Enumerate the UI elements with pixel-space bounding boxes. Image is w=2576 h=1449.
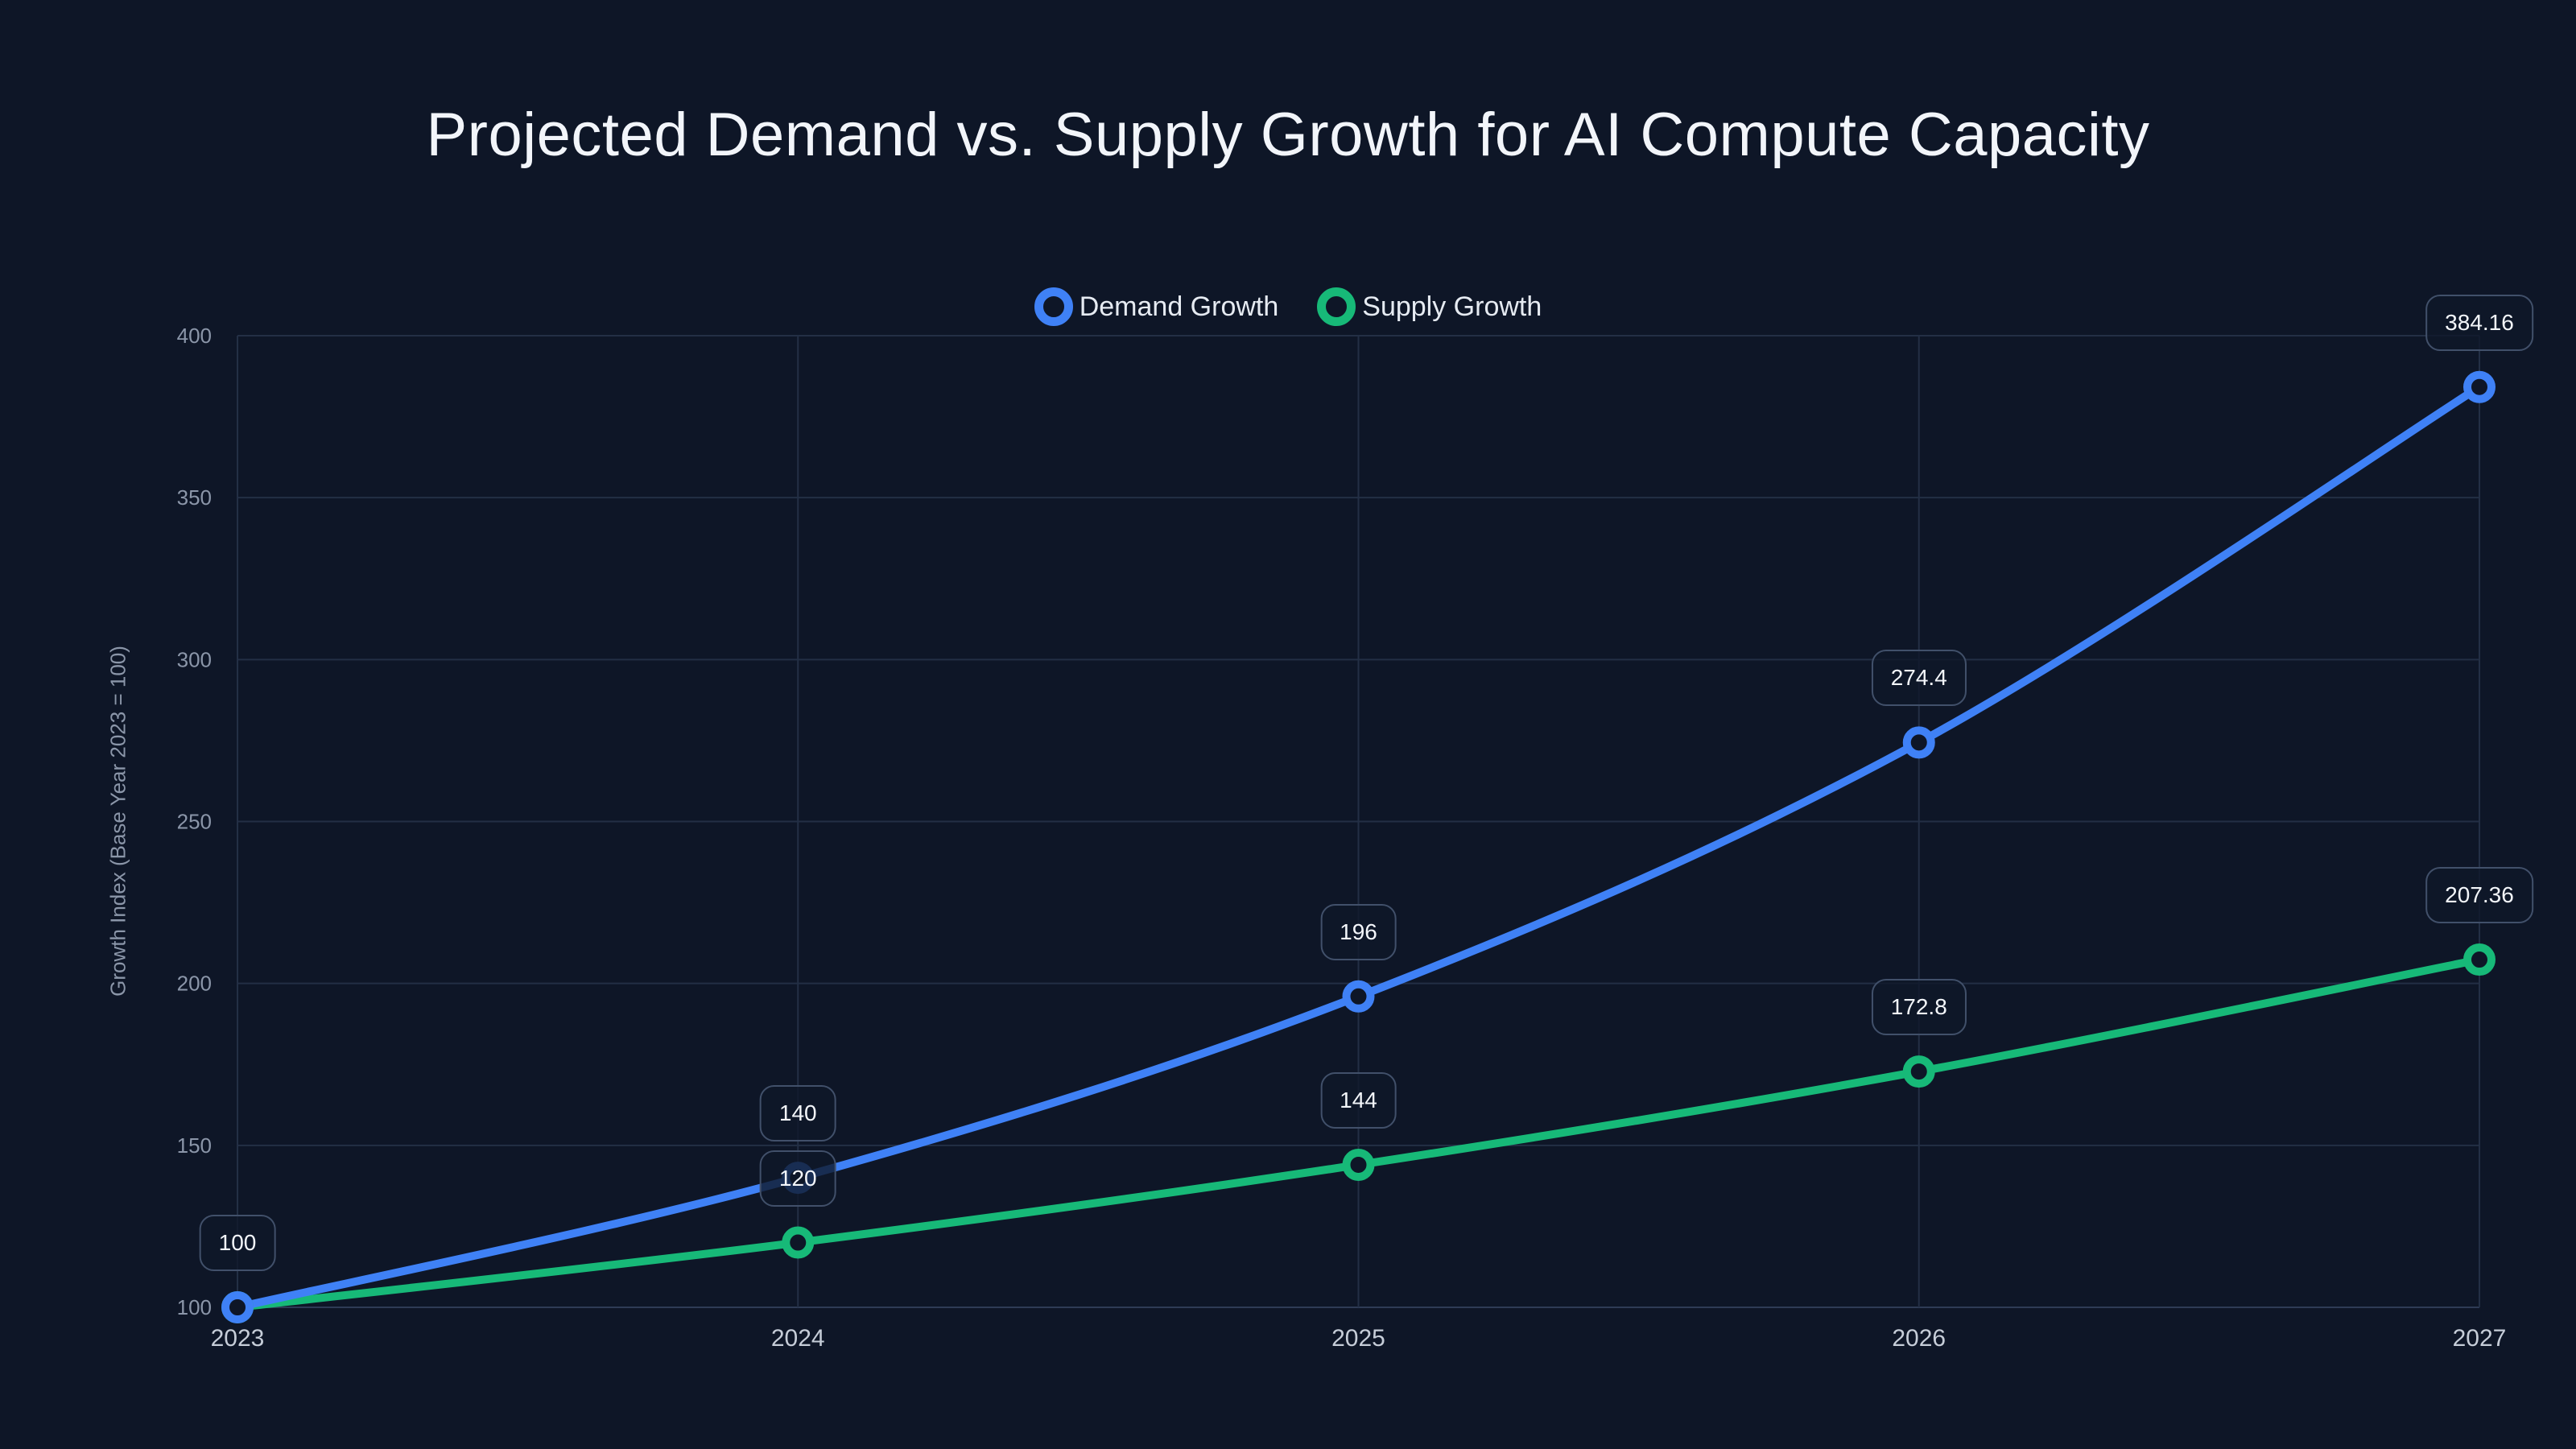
y-axis-tick-label: 250: [177, 810, 212, 834]
data-point-supply-growth-2027[interactable]: [2463, 943, 2496, 976]
data-point-demand-growth-2023[interactable]: [221, 1291, 254, 1323]
x-axis-tick-label: 2026: [1892, 1325, 1946, 1352]
value-badge-demand-growth-2024: 140: [759, 1085, 836, 1142]
y-axis-tick-label: 200: [177, 972, 212, 996]
value-badge-demand-growth-2025: 196: [1320, 903, 1397, 960]
y-axis-tick-label: 150: [177, 1133, 212, 1158]
legend: Demand Growth Supply Growth: [0, 287, 2576, 326]
legend-label-supply-growth: Supply Growth: [1362, 291, 1542, 322]
y-axis-tick-label: 400: [177, 324, 212, 348]
legend-label-demand-growth: Demand Growth: [1079, 291, 1279, 322]
y-axis-tick-label: 300: [177, 647, 212, 671]
data-point-supply-growth-2025[interactable]: [1342, 1148, 1375, 1181]
x-axis-tick-label: 2025: [1331, 1325, 1385, 1352]
value-badge-supply-growth-2027: 207.36: [2425, 867, 2533, 924]
legend-item-demand-growth[interactable]: Demand Growth: [1034, 287, 1279, 326]
value-badge-demand-growth-2023: 100: [199, 1215, 276, 1271]
data-point-demand-growth-2026[interactable]: [1902, 726, 1935, 759]
value-badge-supply-growth-2024: 120: [759, 1150, 836, 1207]
y-axis-tick-label: 350: [177, 485, 212, 510]
data-point-demand-growth-2025[interactable]: [1342, 980, 1375, 1013]
chart-title: Projected Demand vs. Supply Growth for A…: [426, 101, 2150, 169]
legend-marker-demand-icon: [1034, 287, 1073, 326]
x-axis-tick-label: 2023: [211, 1325, 265, 1352]
y-axis-tick-label: 100: [177, 1295, 212, 1319]
data-point-supply-growth-2026[interactable]: [1902, 1055, 1935, 1088]
x-axis-tick-label: 2027: [2453, 1325, 2507, 1352]
value-badge-demand-growth-2026: 274.4: [1871, 650, 1967, 707]
legend-marker-supply-icon: [1317, 287, 1356, 326]
legend-item-supply-growth[interactable]: Supply Growth: [1317, 287, 1542, 326]
value-badge-supply-growth-2026: 172.8: [1871, 979, 1967, 1036]
x-axis-tick-label: 2024: [771, 1325, 825, 1352]
value-badge-demand-growth-2027: 384.16: [2425, 294, 2533, 351]
value-badge-supply-growth-2025: 144: [1320, 1071, 1397, 1129]
data-point-demand-growth-2027[interactable]: [2463, 370, 2496, 403]
data-point-supply-growth-2024[interactable]: [782, 1226, 815, 1259]
